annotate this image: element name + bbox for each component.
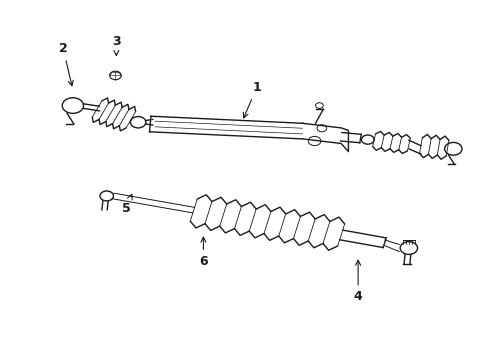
Text: 5: 5 (122, 194, 132, 215)
Text: 2: 2 (59, 42, 73, 86)
Text: 1: 1 (243, 81, 261, 118)
Text: 6: 6 (199, 237, 207, 268)
Text: 4: 4 (353, 260, 362, 303)
Text: 3: 3 (112, 35, 121, 55)
